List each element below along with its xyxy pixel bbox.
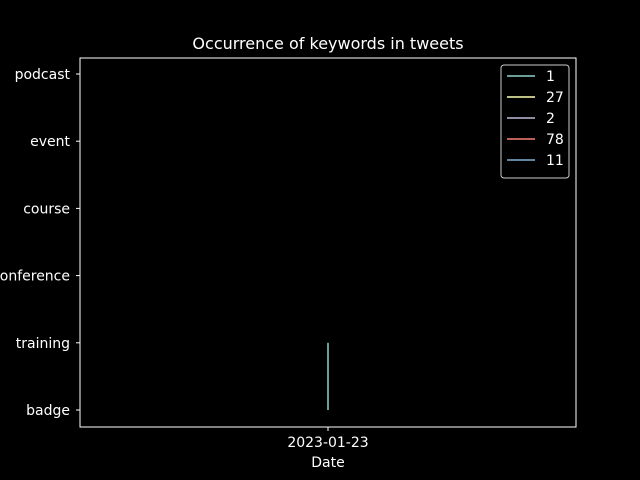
- y-tick-label: podcast: [15, 67, 71, 83]
- legend-label: 78: [546, 132, 564, 148]
- y-tick-label: conference: [0, 269, 70, 285]
- y-tick-label: badge: [26, 403, 70, 419]
- legend-label: 11: [546, 153, 564, 169]
- legend-label: 2: [546, 111, 555, 127]
- legend-label: 27: [546, 90, 564, 106]
- y-tick-label: course: [23, 201, 70, 217]
- y-tick-label: training: [16, 336, 70, 352]
- x-tick-label: 2023-01-23: [287, 435, 368, 451]
- y-tick-label: event: [30, 134, 70, 150]
- legend: 1 27 2 78 11: [500, 64, 570, 179]
- x-axis-label: Date: [311, 455, 344, 471]
- plot-frame: [79, 57, 577, 428]
- legend-label: 1: [546, 69, 555, 85]
- chart-title: Occurrence of keywords in tweets: [192, 34, 463, 53]
- legend-box: [500, 64, 570, 179]
